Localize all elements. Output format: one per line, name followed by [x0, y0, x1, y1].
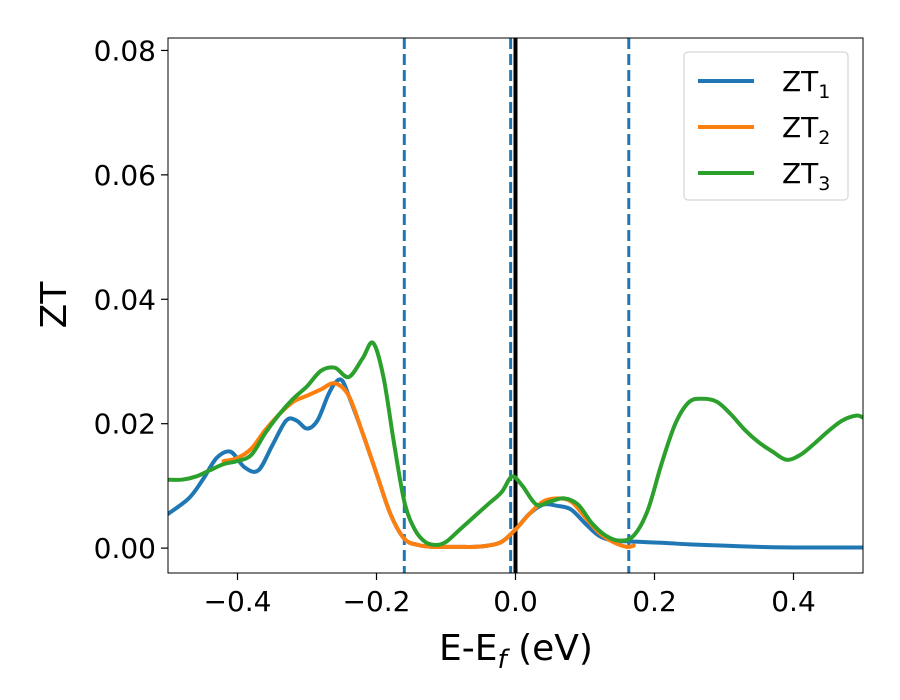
y-tick-label: 0.04 [94, 283, 156, 316]
x-axis-label-main: E-E [439, 628, 497, 669]
y-axis-label: ZT [34, 281, 75, 329]
series-line-zt3 [168, 340, 863, 548]
legend-label-zt2: ZT2 [782, 111, 830, 149]
legend-label-zt3: ZT3 [782, 157, 830, 195]
x-tick-label: −0.2 [343, 585, 411, 618]
y-tick-label: 0.00 [94, 532, 156, 565]
y-tick-label: 0.06 [94, 159, 156, 192]
y-tick-label: 0.08 [94, 34, 156, 67]
legend-label-zt1: ZT1 [782, 65, 830, 103]
y-tick-label: 0.02 [94, 408, 156, 441]
legend: ZT1 ZT2 ZT3 [683, 51, 849, 201]
y-axis-ticks: 0.00 0.02 0.04 0.06 0.08 [94, 34, 168, 565]
legend-box [683, 51, 849, 201]
x-axis-label: E-Ef (eV) [439, 628, 593, 675]
series-layer [168, 340, 863, 550]
reference-lines [402, 38, 631, 573]
x-axis-ticks: −0.4 −0.2 0.0 0.2 0.4 [204, 573, 816, 618]
x-axis-label-tail: (eV) [507, 628, 593, 669]
x-tick-label: 0.0 [493, 585, 538, 618]
x-tick-label: 0.2 [632, 585, 677, 618]
x-tick-label: −0.4 [204, 585, 272, 618]
x-tick-label: 0.4 [771, 585, 816, 618]
